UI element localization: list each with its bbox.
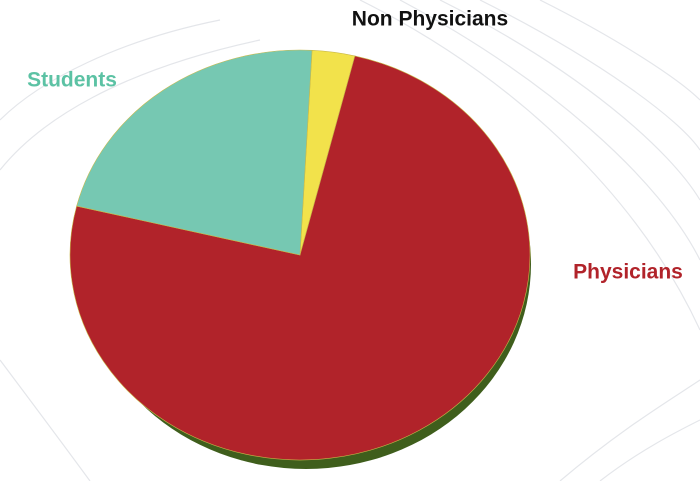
slice: [69, 55, 531, 461]
slice-label: Students: [27, 69, 117, 92]
slice-label: Non Physicians: [352, 8, 508, 31]
slice-label: Physicians: [573, 261, 683, 284]
pie: [69, 49, 531, 461]
slice: [76, 49, 313, 256]
